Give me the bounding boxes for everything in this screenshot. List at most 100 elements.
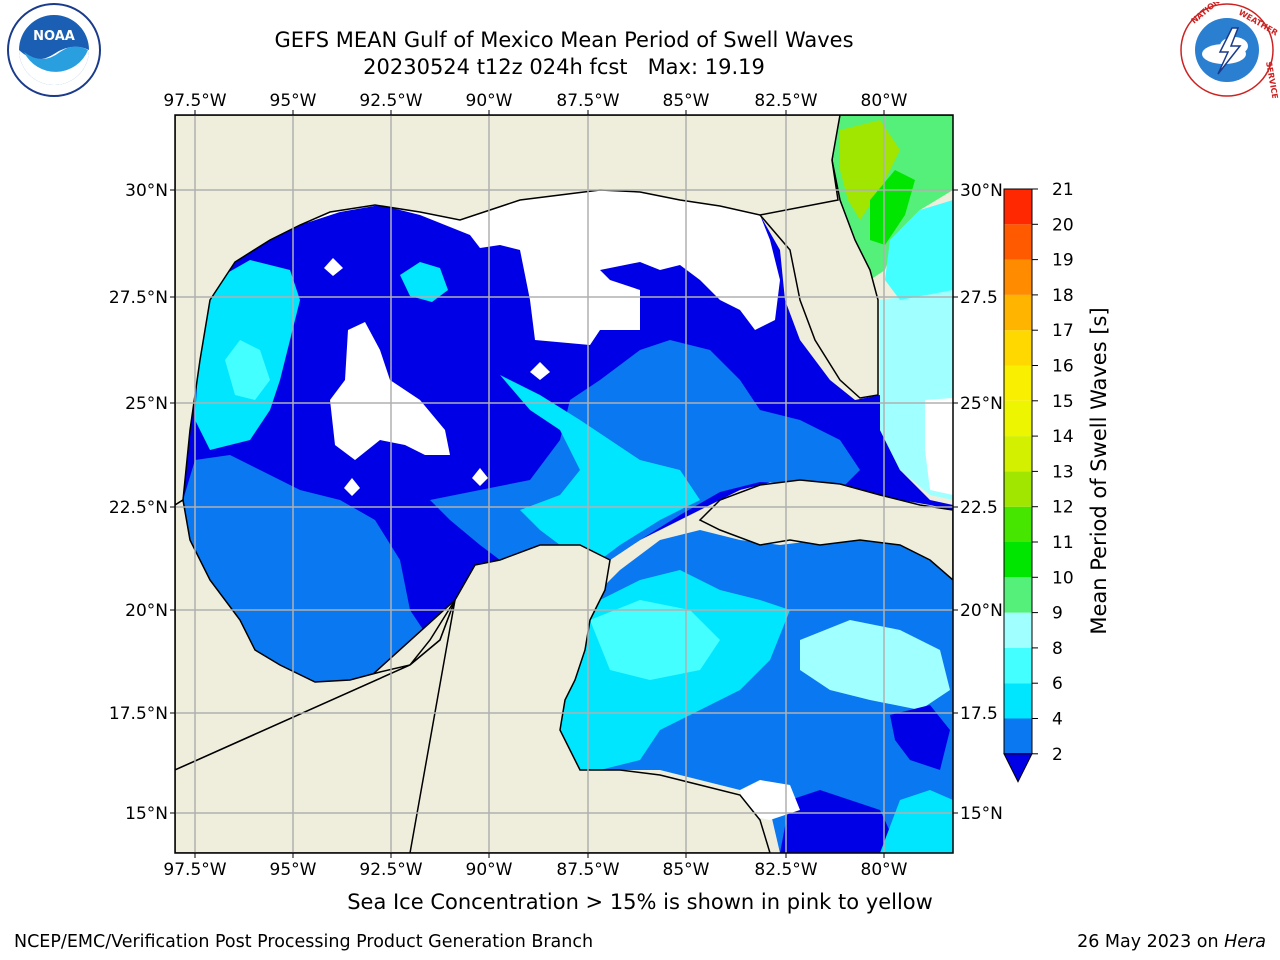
colorbar-segment (1004, 294, 1032, 331)
west-light (225, 340, 270, 400)
colorbar-tick-label: 2 (1052, 745, 1063, 765)
atlantic-cyan (885, 200, 953, 300)
atlantic-north-dkgreen (870, 170, 915, 245)
map-frame (174, 114, 954, 854)
lon-label-bottom: 80°W (861, 860, 908, 880)
colorbar-tick-label: 13 (1052, 462, 1074, 482)
lon-label-top: 90°W (466, 91, 513, 111)
us-coast-land (175, 115, 841, 506)
atlantic-north-lime (840, 120, 900, 220)
se-dark (780, 790, 900, 853)
lat-label-right: 22.5 (960, 498, 998, 518)
nws-logo: NATIONAL WEATHER SERVICE (1180, 2, 1279, 98)
lat-label-left: 15°N (125, 804, 168, 824)
date-line: 26 May 2023 on Hera (1077, 932, 1266, 952)
colorbar-tick-label: 17 (1052, 321, 1074, 341)
colorbar-segment (1004, 259, 1032, 295)
credit-line: NCEP/EMC/Verification Post Processing Pr… (14, 932, 594, 952)
colorbar-tick-label: 20 (1052, 215, 1074, 235)
colorbar-tick-label: 15 (1052, 392, 1074, 412)
colorbar-segment (1004, 400, 1032, 437)
colorbar-segment (1004, 718, 1032, 754)
lon-label-bottom: 87.5°W (556, 860, 619, 880)
colorbar-segment (1004, 683, 1032, 719)
colorbar-segment (1004, 189, 1032, 225)
colorbar-tick-label: 10 (1052, 568, 1074, 588)
lat-label-right: 30°N (960, 181, 1003, 201)
graticule (175, 115, 953, 853)
caribbean-light (590, 600, 720, 680)
title-line-2: 20230524 t12z 024h fcst Max: 19.19 (363, 55, 765, 79)
colorbar-segment (1004, 612, 1032, 648)
colorbar-label: Mean Period of Swell Waves [s] (1087, 307, 1111, 634)
colorbar-segment (1004, 365, 1032, 401)
bahamas-white (925, 398, 953, 495)
colorbar-segment (1004, 471, 1032, 507)
lon-label-bottom: 92.5°W (359, 860, 422, 880)
colorbar-segment (1004, 542, 1032, 578)
date-text: 26 May 2023 on (1077, 932, 1225, 952)
colorbar-segment (1004, 577, 1032, 613)
lon-label-top: 85°W (663, 91, 710, 111)
colorbar-tick-label: 16 (1052, 357, 1074, 377)
no-data-small-4 (530, 362, 550, 380)
colorbar-segment (1004, 647, 1032, 684)
no-data-small-2 (472, 468, 488, 486)
se-cyan (880, 790, 953, 853)
central-cyan (500, 375, 700, 560)
lat-label-left: 25°N (125, 394, 168, 414)
colorbar: 2 4 6 8 9 10 11 12 13 14 15 16 17 18 19 20 21 (1003, 180, 1074, 783)
lon-label-bottom: 82.5°W (754, 860, 817, 880)
no-data-central (330, 322, 450, 460)
central-america-land (175, 599, 456, 853)
lon-label-top: 95°W (270, 91, 317, 111)
colorbar-segment (1004, 436, 1032, 472)
colorbar-segment (1004, 330, 1032, 366)
sea-ice-note: Sea Ice Concentration > 15% is shown in … (347, 890, 933, 914)
no-data-north-gulf (300, 190, 780, 345)
caribbean-white (740, 780, 800, 820)
date-host: Hera (1224, 932, 1266, 952)
colorbar-tick-label: 14 (1052, 427, 1074, 447)
lon-label-bottom: 97.5°W (163, 860, 226, 880)
lon-label-top: 97.5°W (163, 91, 226, 111)
colorbar-tick-label: 11 (1052, 533, 1074, 553)
lat-label-right: 27.5 (960, 288, 998, 308)
lon-label-top: 80°W (861, 91, 908, 111)
colorbar-tick-label: 19 (1052, 251, 1074, 271)
no-data-small-3 (344, 478, 360, 496)
colorbar-tick-label: 12 (1052, 498, 1074, 518)
colorbar-segment (1004, 506, 1032, 542)
lat-label-right: 15°N (960, 804, 1003, 824)
lat-label-left: 27.5°N (109, 288, 168, 308)
lat-label-left: 30°N (125, 181, 168, 201)
title-line-1: GEFS MEAN Gulf of Mexico Mean Period of … (274, 28, 854, 52)
lon-label-bottom: 85°W (663, 860, 710, 880)
colorbar-tick-label: 9 (1052, 604, 1063, 624)
north-cyan (400, 262, 448, 302)
colorbar-tick-label: 8 (1052, 639, 1063, 659)
colorbar-tick-label: 4 (1052, 710, 1063, 730)
colorbar-extend-arrow (1003, 753, 1033, 783)
lon-label-bottom: 90°W (466, 860, 513, 880)
lat-label-right: 20°N (960, 601, 1003, 621)
noaa-logo-text: NOAA (33, 29, 75, 44)
colorbar-tick-label: 6 (1052, 674, 1063, 694)
lon-label-top: 87.5°W (556, 91, 619, 111)
lat-label-left: 22.5°N (109, 498, 168, 518)
gulf-blue-band (183, 455, 430, 682)
map-area (175, 115, 953, 853)
lon-label-top: 92.5°W (359, 91, 422, 111)
lat-label-left: 17.5°N (109, 704, 168, 724)
colorbar-tick-label: 18 (1052, 286, 1074, 306)
lat-label-right: 25°N (960, 394, 1003, 414)
no-data-small-1 (324, 258, 343, 276)
lon-label-bottom: 95°W (270, 860, 317, 880)
tick-marks (170, 110, 958, 858)
caribbean-pale (800, 620, 950, 710)
east-dark (890, 705, 950, 770)
colorbar-segment (1004, 224, 1032, 260)
no-data-small-5 (610, 308, 630, 328)
noaa-logo: NOAA (7, 3, 101, 97)
